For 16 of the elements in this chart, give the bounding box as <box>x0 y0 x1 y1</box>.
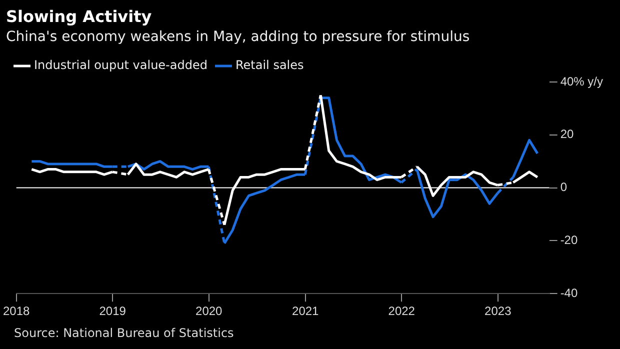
y-tick-label: 0 <box>560 180 568 194</box>
x-tick-label: 2023 <box>484 304 512 318</box>
chart-subtitle: China's economy weakens in May, adding to pressure for stimulus <box>6 29 470 46</box>
y-tick-label: 20 <box>560 127 574 142</box>
y-tick-label: -40 <box>560 286 578 300</box>
x-tick-label: 2021 <box>292 304 320 318</box>
x-tick-label: 2022 <box>388 304 416 318</box>
legend-label: Retail sales <box>235 58 304 72</box>
y-tick-label: -20 <box>560 233 578 248</box>
y-tick-label: 40% y/y <box>560 74 603 88</box>
chart-title: Slowing Activity <box>6 6 152 26</box>
x-tick-label: 2018 <box>2 304 30 318</box>
x-tick-label: 2019 <box>99 304 126 318</box>
x-tick-label: 2020 <box>196 304 223 318</box>
source-note: Source: National Bureau of Statistics <box>14 326 234 340</box>
legend-label: Industrial ouput value-added <box>34 58 208 72</box>
